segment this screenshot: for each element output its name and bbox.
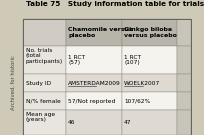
Text: 107/62%: 107/62%: [124, 99, 150, 104]
Bar: [177, 74, 191, 92]
Bar: [66, 74, 122, 92]
Text: WOELK2007: WOELK2007: [124, 81, 160, 86]
Text: Study ID: Study ID: [26, 81, 51, 86]
Bar: [177, 46, 191, 74]
Text: AMSTERDAM2009: AMSTERDAM2009: [68, 81, 121, 86]
Text: Mean age
(years): Mean age (years): [26, 112, 55, 122]
Text: Chamomile versus
placebo: Chamomile versus placebo: [68, 27, 133, 38]
Bar: [177, 19, 191, 46]
Bar: [177, 110, 191, 135]
Bar: [66, 92, 122, 110]
Text: Archived, for historic: Archived, for historic: [10, 55, 16, 110]
Bar: [66, 110, 122, 135]
Bar: [177, 92, 191, 110]
Bar: [122, 74, 177, 92]
Bar: [23, 110, 66, 135]
Text: N/% female: N/% female: [26, 99, 60, 104]
Bar: [66, 46, 122, 74]
Bar: [23, 19, 191, 135]
Text: 1 RCT
(57): 1 RCT (57): [68, 55, 85, 65]
Text: 47: 47: [124, 120, 132, 125]
Text: No. trials
(total
participants): No. trials (total participants): [26, 48, 63, 64]
Bar: [66, 19, 122, 46]
Bar: [23, 19, 66, 46]
Bar: [122, 110, 177, 135]
Text: 57/Not reported: 57/Not reported: [68, 99, 115, 104]
Bar: [23, 92, 66, 110]
Text: 1 RCT
(107): 1 RCT (107): [124, 55, 141, 65]
Bar: [23, 46, 66, 74]
Text: Ginkgo biloba
versus placebo: Ginkgo biloba versus placebo: [124, 27, 177, 38]
Bar: [122, 19, 177, 46]
Bar: [23, 74, 66, 92]
Text: Table 75   Study information table for trials comparing: Table 75 Study information table for tri…: [26, 1, 204, 7]
Bar: [122, 46, 177, 74]
Text: 46: 46: [68, 120, 75, 125]
Bar: [122, 92, 177, 110]
